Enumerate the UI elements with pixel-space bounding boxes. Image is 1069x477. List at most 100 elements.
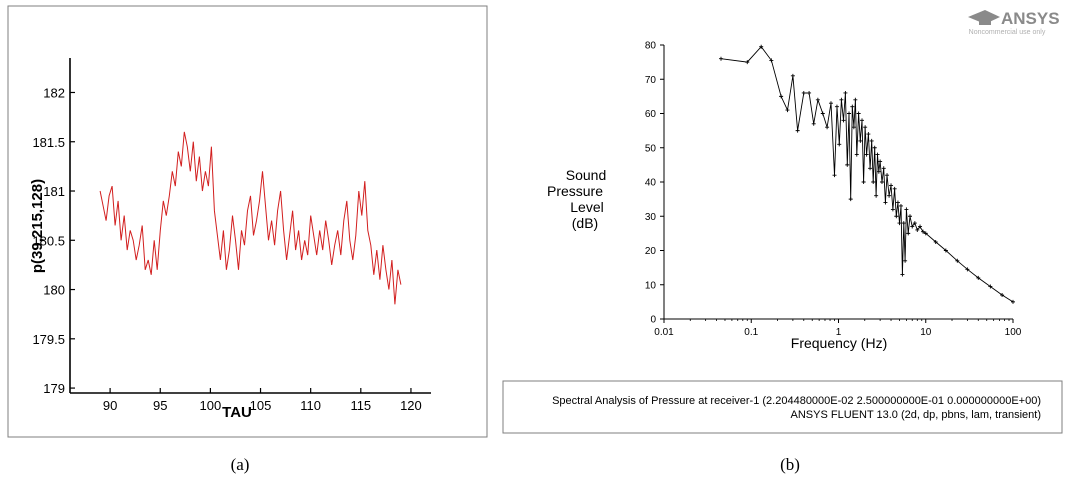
data-point-marker (871, 180, 876, 184)
x-tick-label: 0.01 (654, 327, 674, 338)
data-point-marker (876, 169, 881, 174)
panel-a-frame (7, 5, 488, 438)
x-tick-label: 0.1 (744, 327, 758, 338)
panel-b-series-line (720, 45, 1014, 303)
logo-text: ANSYS (1001, 9, 1060, 28)
x-tick-label: 100 (1005, 327, 1022, 338)
data-point-marker (850, 104, 855, 109)
data-point-marker (895, 200, 900, 205)
panel-b: ANSYS Noncommercial use only 0 10 20 30 40 50… (502, 9, 1063, 434)
x-tick-label: 10 (920, 327, 932, 338)
y-tick-label: 70 (645, 75, 657, 86)
data-point-marker (851, 125, 856, 130)
panel-b-y-label-line: Level (570, 199, 603, 215)
y-tick-label: 182 (43, 85, 65, 100)
data-point-marker (847, 111, 852, 116)
x-tick-label: 100 (200, 398, 222, 413)
data-point-marker (745, 60, 750, 65)
panel-a: 179 179.5 180 180.5 181 181.5 182 90 95 100 105 11… (7, 5, 488, 438)
data-point-marker (988, 284, 993, 289)
data-point-marker (848, 197, 853, 202)
y-tick-label: 0 (650, 315, 656, 326)
data-point-marker (811, 121, 816, 126)
data-point-marker (872, 145, 877, 150)
data-point-marker (901, 221, 906, 226)
y-tick-label: 30 (645, 212, 657, 223)
data-point-marker (820, 111, 825, 116)
data-point-marker (868, 166, 873, 171)
data-point-marker (879, 180, 884, 184)
data-point-marker (900, 272, 905, 277)
y-tick-label: 181 (43, 184, 65, 199)
data-point-marker (856, 111, 861, 116)
y-tick-label: 60 (645, 109, 657, 120)
x-tick-label: 90 (103, 398, 117, 413)
data-point-marker (892, 186, 897, 191)
data-point-marker (863, 125, 868, 130)
data-point-marker (915, 227, 920, 232)
data-point-marker (795, 128, 800, 133)
data-point-marker (841, 118, 846, 123)
y-tick-label: 180 (43, 283, 65, 298)
data-point-marker (718, 56, 723, 61)
panel-a-y-ticks: 179 179.5 180 180.5 181 181.5 182 (32, 85, 75, 396)
panel-b-caption-line: Spectral Analysis of Pressure at receive… (552, 395, 1041, 407)
logo-subtext: Noncommercial use only (969, 29, 1046, 36)
data-point-marker (860, 118, 865, 123)
panel-b-x-ticks: 0.01 0.1 1 10 100 (654, 319, 1022, 338)
panel-b-markers (718, 44, 1015, 304)
data-point-marker (785, 108, 790, 113)
data-point-marker (866, 132, 871, 137)
data-point-marker (815, 97, 820, 102)
data-point-marker (874, 193, 879, 198)
panel-b-y-ticks: 0 10 20 30 40 50 60 70 80 (645, 41, 664, 326)
data-point-marker (943, 248, 948, 253)
data-point-marker (853, 97, 858, 102)
data-point-marker (861, 180, 866, 184)
panel-b-y-label-line: Pressure (547, 183, 603, 199)
data-point-marker (828, 101, 833, 106)
y-tick-label: 80 (645, 41, 657, 52)
x-tick-label: 115 (350, 398, 371, 413)
data-point-marker (933, 239, 938, 244)
data-point-marker (921, 229, 925, 234)
data-point-marker (910, 224, 915, 229)
x-tick-label: 1 (836, 327, 842, 338)
panel-b-y-axis-label: Sound Pressure Level (dB) (547, 167, 606, 231)
y-tick-label: 180.5 (32, 233, 65, 248)
data-point-marker (807, 90, 812, 95)
data-point-marker (894, 214, 899, 219)
data-point-marker (904, 207, 909, 212)
y-tick-label: 179.5 (32, 332, 65, 347)
x-tick-label: 95 (153, 398, 167, 413)
data-point-marker (881, 166, 886, 171)
data-point-marker (976, 275, 981, 280)
data-point-marker (825, 125, 830, 130)
panel-b-caption-line: ANSYS FLUENT 13.0 (2d, dp, pbns, lam, tr… (791, 409, 1041, 421)
data-point-marker (839, 97, 844, 102)
x-tick-label: 120 (400, 398, 422, 413)
data-point-marker (843, 90, 848, 95)
data-point-marker (903, 258, 908, 263)
data-point-marker (869, 138, 874, 143)
panel-a-series-line (99, 131, 402, 305)
panel-b-y-label-line: (dB) (572, 215, 598, 231)
data-point-marker (918, 224, 923, 229)
x-tick-label: 105 (250, 398, 272, 413)
data-point-marker (864, 152, 869, 157)
data-point-marker (759, 44, 764, 49)
data-point-marker (912, 221, 917, 226)
y-tick-label: 179 (43, 381, 65, 396)
data-point-marker (883, 200, 888, 205)
data-point-marker (858, 138, 863, 143)
data-point-marker (885, 173, 890, 178)
panel-a-x-ticks: 90 95 100 105 110 115 120 (103, 388, 422, 413)
data-point-marker (887, 193, 892, 198)
data-point-marker (897, 221, 902, 226)
data-point-marker (923, 231, 928, 236)
panel-a-x-axis-label: TAU (222, 404, 252, 421)
data-point-marker (834, 104, 839, 109)
data-point-marker (908, 214, 913, 219)
data-point-marker (955, 258, 960, 263)
